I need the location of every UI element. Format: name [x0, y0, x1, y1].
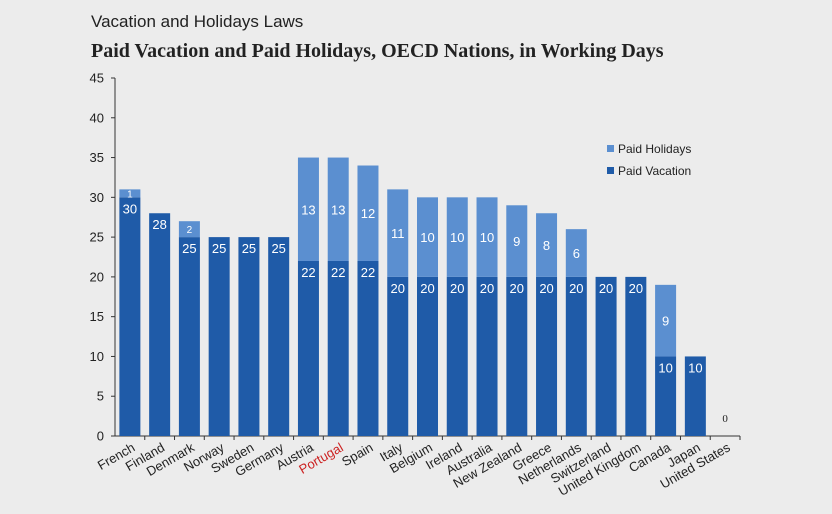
bar-paid-vacation-sweden — [238, 237, 260, 436]
bar-paid-vacation-norway — [208, 237, 230, 436]
x-category-label: Spain — [339, 440, 375, 470]
bar-paid-vacation-austria — [297, 260, 319, 436]
bar-paid-vacation-netherlands — [565, 276, 587, 436]
y-tick-label: 30 — [90, 190, 104, 205]
data-label-vacation: 28 — [152, 217, 166, 232]
y-tick-label: 35 — [90, 150, 104, 165]
y-tick-label: 0 — [97, 429, 104, 444]
bar-paid-vacation-ireland — [446, 276, 468, 436]
bar-paid-holidays-canada — [655, 284, 677, 357]
bar-paid-holidays-ireland — [446, 197, 468, 277]
data-label-vacation: 20 — [510, 281, 524, 296]
bar-paid-holidays-austria — [297, 157, 319, 261]
data-label-vacation: 20 — [539, 281, 553, 296]
bar-paid-vacation-spain — [357, 260, 379, 436]
data-label-holidays: 12 — [361, 206, 375, 221]
y-tick-label: 20 — [90, 269, 104, 284]
data-label-vacation: 22 — [331, 265, 345, 280]
data-label-holidays: 6 — [573, 246, 580, 261]
data-label-vacation: 20 — [629, 281, 643, 296]
data-label-vacation: 25 — [271, 241, 285, 256]
data-label-holidays: 9 — [513, 234, 520, 249]
data-label-vacation: 25 — [182, 241, 196, 256]
data-label-holidays: 9 — [662, 314, 669, 329]
data-label-vacation: 25 — [242, 241, 256, 256]
bar-paid-holidays-netherlands — [565, 229, 587, 277]
bar-paid-holidays-australia — [476, 197, 498, 277]
data-label-vacation: 10 — [688, 360, 702, 375]
data-label-vacation: 22 — [361, 265, 375, 280]
bar-paid-holidays-denmark — [178, 221, 200, 238]
data-label-holidays: 10 — [420, 230, 434, 245]
data-label-vacation: 20 — [569, 281, 583, 296]
bar-paid-vacation-italy — [387, 276, 409, 436]
bar-paid-vacation-japan — [684, 356, 706, 436]
bar-paid-vacation-australia — [476, 276, 498, 436]
data-label-holidays: 11 — [391, 226, 405, 241]
data-label-vacation: 20 — [450, 281, 464, 296]
data-label-vacation: 20 — [599, 281, 613, 296]
data-label-holidays: 13 — [331, 202, 345, 217]
legend-label: Paid Vacation — [618, 164, 691, 178]
data-label-vacation: 22 — [301, 265, 315, 280]
bar-paid-vacation-greece — [536, 276, 558, 436]
bar-paid-vacation-finland — [149, 213, 171, 436]
chart-title: Paid Vacation and Paid Holidays, OECD Na… — [91, 40, 664, 62]
bar-paid-vacation-denmark — [178, 237, 200, 436]
bar-paid-vacation-new-zealand — [506, 276, 528, 436]
data-label-holidays: 1 — [127, 189, 133, 200]
legend-swatch — [607, 145, 614, 152]
bar-paid-holidays-spain — [357, 165, 379, 261]
bar-paid-holidays-belgium — [417, 197, 438, 277]
legend-label: Paid Holidays — [618, 142, 691, 156]
y-tick-label: 10 — [90, 349, 104, 364]
bar-paid-holidays-greece — [536, 213, 558, 277]
bar-paid-holidays-new-zealand — [506, 205, 528, 277]
bar-paid-vacation-canada — [655, 356, 677, 436]
y-tick-label: 45 — [90, 71, 104, 86]
data-label-vacation: 20 — [480, 281, 494, 296]
data-label-holidays: 8 — [543, 238, 550, 253]
data-label-vacation: 30 — [123, 201, 137, 216]
y-tick-label: 15 — [90, 309, 104, 324]
bar-paid-vacation-portugal — [327, 260, 349, 436]
bar-paid-holidays-french — [119, 189, 141, 198]
data-label-holidays: 2 — [187, 225, 193, 236]
data-label-vacation: 25 — [212, 241, 226, 256]
data-label-holidays: 10 — [450, 230, 464, 245]
data-label-vacation: 20 — [420, 281, 434, 296]
data-label-holidays: 10 — [480, 230, 494, 245]
bar-paid-vacation-french — [119, 197, 141, 436]
y-tick-label: 5 — [97, 389, 104, 404]
y-tick-label: 40 — [90, 110, 104, 125]
chart-supertitle: Vacation and Holidays Laws — [91, 12, 304, 31]
y-tick-label: 25 — [90, 230, 104, 245]
bar-paid-holidays-portugal — [327, 157, 349, 261]
data-label-vacation: 10 — [658, 360, 672, 375]
bar-paid-vacation-germany — [268, 237, 290, 436]
bar-paid-vacation-united-kingdom — [625, 276, 647, 436]
data-label-vacation: 20 — [391, 281, 405, 296]
data-label-zero: 0 — [722, 413, 728, 425]
bar-paid-holidays-italy — [387, 189, 409, 277]
bar-paid-vacation-belgium — [417, 276, 438, 436]
data-label-holidays: 13 — [301, 202, 315, 217]
legend-swatch — [607, 167, 614, 174]
bar-paid-vacation-switzerland — [595, 276, 617, 436]
